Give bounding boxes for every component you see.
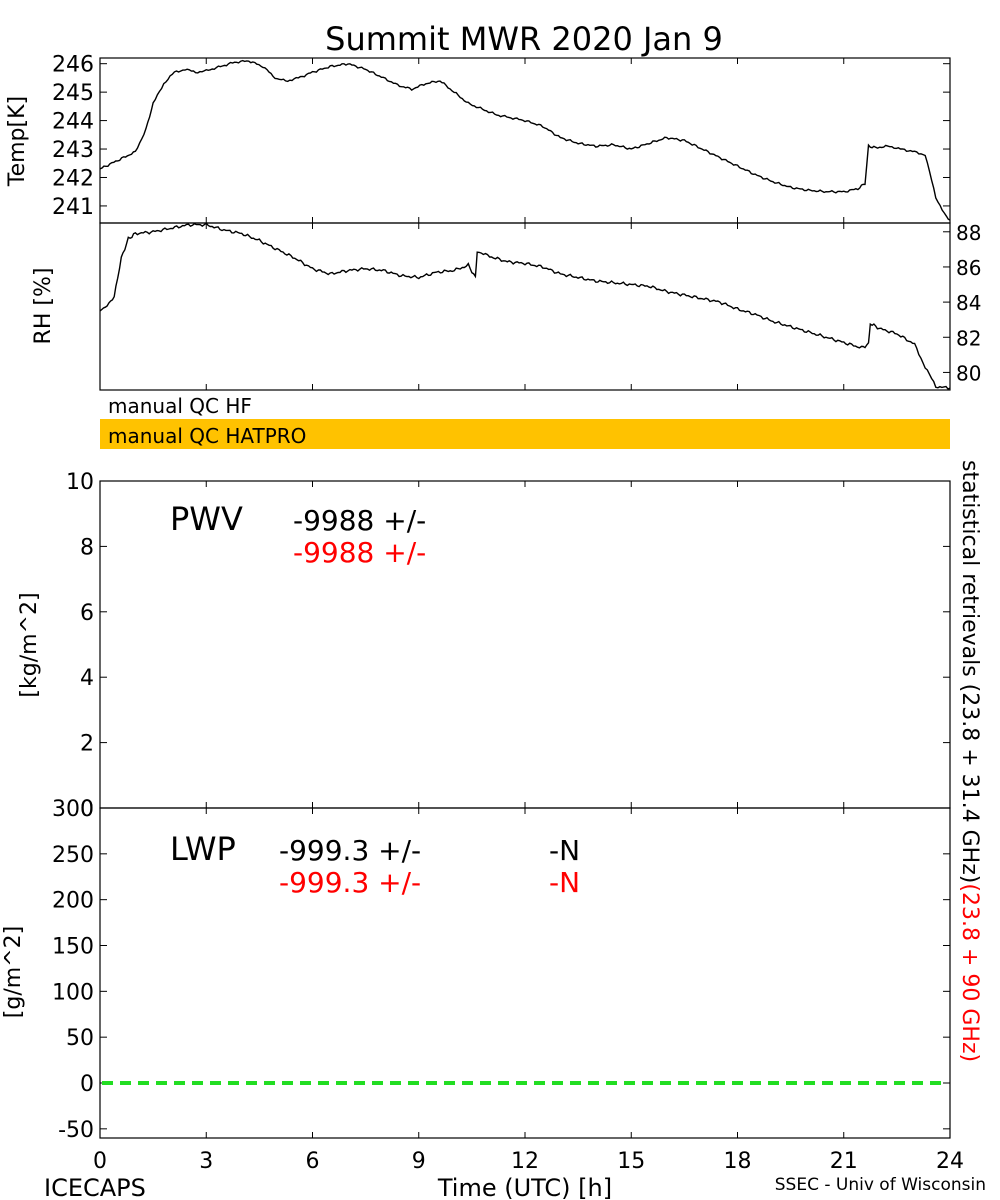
pwv-annotation-label: PWV (170, 500, 243, 538)
lwp-y-ticks: -50 0 50 100 150 200 250 300 (52, 797, 950, 1143)
lwp-annotation-label: LWP (170, 830, 236, 868)
temperature-y-tick-label: 244 (52, 110, 94, 135)
time-x-tick-label: 18 (724, 1149, 752, 1174)
pwv-annotation-red: -9988 +/- (293, 536, 426, 569)
rh-y-axis-label: RH [%] (31, 268, 56, 345)
lwp-y-tick-label: 0 (80, 1072, 94, 1097)
lwp-annotation-red: -999.3 +/- (279, 866, 421, 899)
retrievals-side-label: statistical retrievals (23.8 + 31.4 GHz)… (957, 460, 982, 1062)
time-x-tick-label: 12 (511, 1149, 539, 1174)
temperature-y-tick-label: 246 (52, 53, 94, 78)
footer-right: SSEC - Univ of Wisconsin (775, 1175, 986, 1195)
pwv-y-tick-label: 6 (80, 601, 94, 626)
footer-left: ICECAPS (44, 1174, 146, 1200)
temperature-y-tick-label: 242 (52, 166, 94, 191)
pwv-y-tick-label: 4 (80, 666, 94, 691)
rh-panel: RH [%] 80 82 84 86 88 (31, 221, 981, 391)
lwp-y-tick-label: -50 (58, 1118, 94, 1143)
time-x-axis-label: Time (UTC) [h] (437, 1174, 612, 1200)
rh-y-tick-label: 86 (956, 256, 981, 280)
lwp-y-axis-label: [g/m^2] (1, 926, 26, 1018)
rh-y-tick-label: 84 (956, 291, 981, 315)
temperature-panel-frame (99, 57, 951, 224)
lwp-annotation-red-n: -N (549, 866, 580, 899)
rh-series-line (99, 222, 951, 390)
time-x-tick-label: 24 (936, 1149, 964, 1174)
temperature-series-line (99, 59, 951, 221)
qc-section: manual QC HF manual QC HATPRO (100, 394, 950, 449)
rh-y-tick-label: 82 (956, 326, 981, 350)
rh-panel-frame (99, 222, 951, 391)
rh-y-tick-label: 88 (956, 221, 981, 245)
time-x-ticks: 0 3 6 9 12 15 18 21 24 (93, 58, 964, 1174)
qc-hatpro-label: manual QC HATPRO (108, 424, 306, 448)
retrievals-side-label-red: (23.8 + 90 GHz) (957, 883, 982, 1062)
temperature-y-axis-label: Temp[K] (5, 96, 30, 187)
qc-hf-label: manual QC HF (108, 394, 252, 418)
pwv-y-tick-label: 10 (66, 470, 94, 495)
lwp-y-tick-label: 50 (66, 1026, 94, 1051)
qc-hatpro-bar (100, 419, 950, 449)
lwp-annotation-black: -999.3 +/- (279, 834, 421, 867)
lwp-y-tick-label: 150 (52, 935, 94, 960)
temperature-y-tick-label: 245 (52, 81, 94, 106)
pwv-panel: [kg/m^2] 0 2 4 6 8 10 PWV -9988 +/- -9988 +/- (17, 470, 951, 822)
time-x-tick-label: 21 (830, 1149, 858, 1174)
pwv-y-tick-label: 2 (80, 732, 94, 757)
pwv-y-tick-label: 8 (80, 535, 94, 560)
temperature-y-tick-label: 243 (52, 138, 94, 163)
rh-y-ticks: 80 82 84 86 88 (943, 221, 981, 385)
figure-title: Summit MWR 2020 Jan 9 (325, 20, 723, 58)
lwp-y-tick-label: 200 (52, 889, 94, 914)
time-x-tick-label: 9 (412, 1149, 426, 1174)
time-x-tick-label: 0 (93, 1149, 107, 1174)
time-x-tick-label: 6 (306, 1149, 320, 1174)
lwp-y-tick-label: 300 (52, 797, 94, 822)
lwp-panel: [g/m^2] -50 0 50 100 150 200 250 300 LWP -999.3… (1, 797, 951, 1143)
lwp-y-tick-label: 100 (52, 980, 94, 1005)
time-x-tick-label: 3 (199, 1149, 213, 1174)
lwp-y-tick-label: 250 (52, 843, 94, 868)
pwv-y-axis-label: [kg/m^2] (17, 592, 42, 697)
pwv-y-tick-label: 0 (80, 797, 94, 822)
temperature-y-tick-label: 241 (52, 195, 94, 220)
time-x-tick-label: 15 (617, 1149, 645, 1174)
rh-y-tick-label: 80 (956, 361, 981, 385)
temperature-panel: Temp[K] 241 242 243 244 245 246 (5, 53, 951, 224)
temperature-y-ticks: 241 242 243 244 245 246 (52, 53, 950, 220)
pwv-annotation-black: -9988 +/- (293, 504, 426, 537)
retrievals-side-label-black: statistical retrievals (23.8 + 31.4 GHz) (957, 460, 982, 883)
lwp-annotation-black-n: -N (549, 834, 580, 867)
